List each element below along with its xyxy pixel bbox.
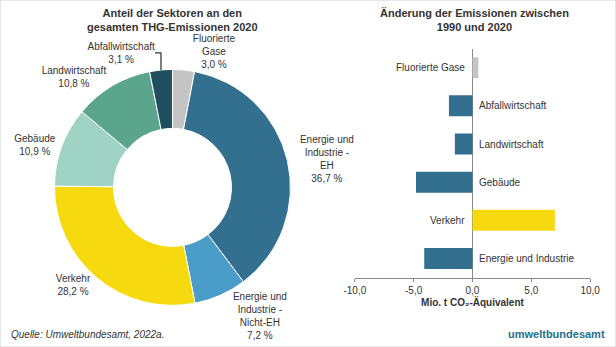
svg-text:Fluorierte Gase: Fluorierte Gase xyxy=(396,62,465,73)
svg-text:umweltbundesamt: umweltbundesamt xyxy=(508,328,605,340)
svg-text:Landwirtschaft10,8 %: Landwirtschaft10,8 % xyxy=(42,65,107,89)
svg-text:Abfallwirtschaft: Abfallwirtschaft xyxy=(479,100,546,111)
svg-text:Gebäude10,9 %: Gebäude10,9 % xyxy=(14,133,56,157)
svg-text:Abfallwirtschaft3,1 %: Abfallwirtschaft3,1 % xyxy=(88,41,155,65)
svg-text:Quelle: Umweltbundesamt, 2022a: Quelle: Umweltbundesamt, 2022a. xyxy=(11,329,164,340)
svg-text:FluorierteGase3,0 %: FluorierteGase3,0 % xyxy=(193,33,236,70)
svg-text:Energie undIndustrie -Nicht-EH: Energie undIndustrie -Nicht-EH7,2 % xyxy=(233,291,287,341)
svg-text:Gebäude: Gebäude xyxy=(479,177,521,188)
svg-text:10,0: 10,0 xyxy=(580,285,600,296)
svg-text:Anteil der Sektoren an dengesa: Anteil der Sektoren an dengesamten THG-E… xyxy=(87,7,258,33)
svg-text:5,0: 5,0 xyxy=(524,285,538,296)
svg-text:Änderung der Emissionen zwisch: Änderung der Emissionen zwischen1990 und… xyxy=(380,7,569,33)
svg-text:Verkehr: Verkehr xyxy=(430,215,465,226)
svg-text:Energie und Industrie: Energie und Industrie xyxy=(479,253,575,264)
svg-text:-5,0: -5,0 xyxy=(405,285,423,296)
svg-text:Energie undIndustrie -EH36,7 %: Energie undIndustrie -EH36,7 % xyxy=(300,134,354,184)
svg-text:-10,0: -10,0 xyxy=(343,285,366,296)
svg-text:Verkehr28,2 %: Verkehr28,2 % xyxy=(56,273,91,297)
svg-text:Mio. t CO₂-Äquivalent: Mio. t CO₂-Äquivalent xyxy=(421,296,524,308)
svg-text:Landwirtschaft: Landwirtschaft xyxy=(479,139,544,150)
svg-text:0,0: 0,0 xyxy=(466,285,480,296)
